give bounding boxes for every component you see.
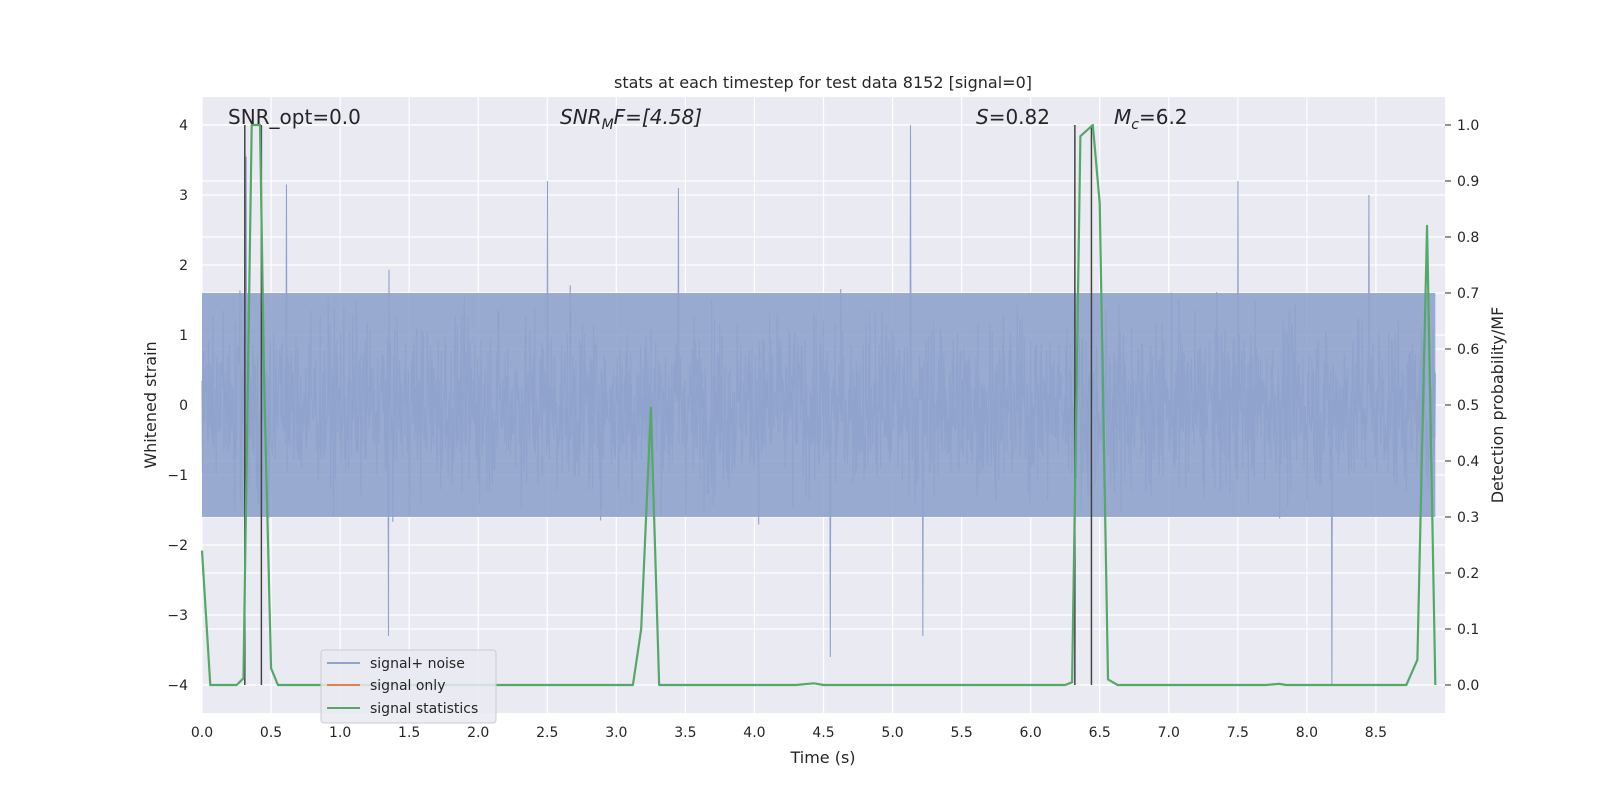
y-right-tick-label: 0.8 [1457,230,1479,246]
annotation-mc-tail: =6.2 [1139,105,1188,129]
annotation-s-tail: =0.82 [989,105,1050,129]
y-right-tick-label: 0.3 [1457,510,1479,526]
y-left-tick-labels: 4 3 2 1 0 −1 −2 −3 −4 [167,118,188,694]
y-right-tick-label: 0.5 [1457,398,1479,414]
legend-label-signal-statistics: signal statistics [370,701,478,717]
y-right-tick-label: 0.6 [1457,342,1479,358]
x-tick-label: 8.0 [1296,725,1318,741]
annotation-snr-mf: SNRMF=[4.58] [560,105,702,133]
y-left-tick-label: −4 [167,678,188,694]
x-axis-label: Time (s) [789,748,855,767]
y-left-axis-label: Whitened strain [141,341,160,468]
signal-statistics-series [200,123,1437,687]
annotation-snr-mf-tail: F=[4.58] [614,105,702,129]
y-left-tick-label: 2 [179,258,188,274]
y-left-tick-label: −2 [167,538,188,554]
legend: signal+ noise signal only signal statist… [320,649,497,724]
y-right-tick-label: 0.9 [1457,174,1479,190]
y-right-tick-label: 0.1 [1457,622,1479,638]
legend-box [320,649,497,724]
y-right-tick-label: 0.0 [1457,678,1479,694]
y-left-tick-label: −3 [167,608,188,624]
y-right-tick-label: 0.4 [1457,454,1479,470]
y-left-tick-label: −1 [167,468,188,484]
x-tick-labels: 0.0 0.5 1.0 1.5 2.0 2.5 3.0 3.5 4.0 4.5 5.0 5.5 6.0 6… [191,725,1387,741]
x-tick-label: 6.5 [1089,725,1111,741]
annotation-mc-var: M [1114,105,1131,129]
annotation-s: S=0.82 [976,105,1050,129]
x-tick-label: 8.5 [1365,725,1387,741]
signal-plus-noise-series [201,124,1436,686]
x-tick-label: 7.5 [1227,725,1249,741]
y-left-tick-label: 3 [179,188,188,204]
x-tick-label: 5.5 [950,725,972,741]
x-tick-label: 0.0 [191,725,213,741]
x-tick-label: 0.5 [260,725,282,741]
x-tick-label: 1.5 [398,725,420,741]
annotation-mc-sub: c [1131,117,1139,133]
x-tick-label: 3.5 [674,725,696,741]
x-tick-label: 4.0 [743,725,765,741]
y-right-tick-label: 0.2 [1457,566,1479,582]
x-tick-label: 2.5 [536,725,558,741]
legend-label-signal-only: signal only [370,678,445,694]
statistics-line [200,123,1437,687]
x-tick-label: 5.0 [881,725,903,741]
legend-label-signal-noise: signal+ noise [370,656,465,672]
x-tick-label: 1.0 [329,725,351,741]
x-tick-label: 7.0 [1158,725,1180,741]
y-right-tick-labels: 1.0 0.9 0.8 0.7 0.6 0.5 0.4 0.3 0.2 0.1 0.0 [1445,118,1479,694]
y-left-tick-label: 0 [179,398,188,414]
y-right-axis-label: Detection probability/MF [1488,307,1507,504]
x-tick-label: 6.0 [1020,725,1042,741]
x-tick-label: 2.0 [467,725,489,741]
x-tick-label: 4.5 [812,725,834,741]
y-right-tick-label: 1.0 [1457,118,1479,134]
annotation-mc: Mc=6.2 [1114,105,1188,133]
annotation-snr-mf-sub: M [602,117,614,133]
annotation-s-var: S [976,105,989,129]
annotation-snr-opt: SNR_opt=0.0 [228,105,361,129]
x-tick-label: 3.0 [605,725,627,741]
y-left-tick-label: 4 [179,118,188,134]
y-right-tick-label: 0.7 [1457,286,1479,302]
noise-line [201,124,1436,686]
y-left-tick-label: 1 [179,328,188,344]
chart-title: stats at each timestep for test data 815… [614,73,1032,92]
annotation-snr-mf-base: SNR [560,105,602,129]
